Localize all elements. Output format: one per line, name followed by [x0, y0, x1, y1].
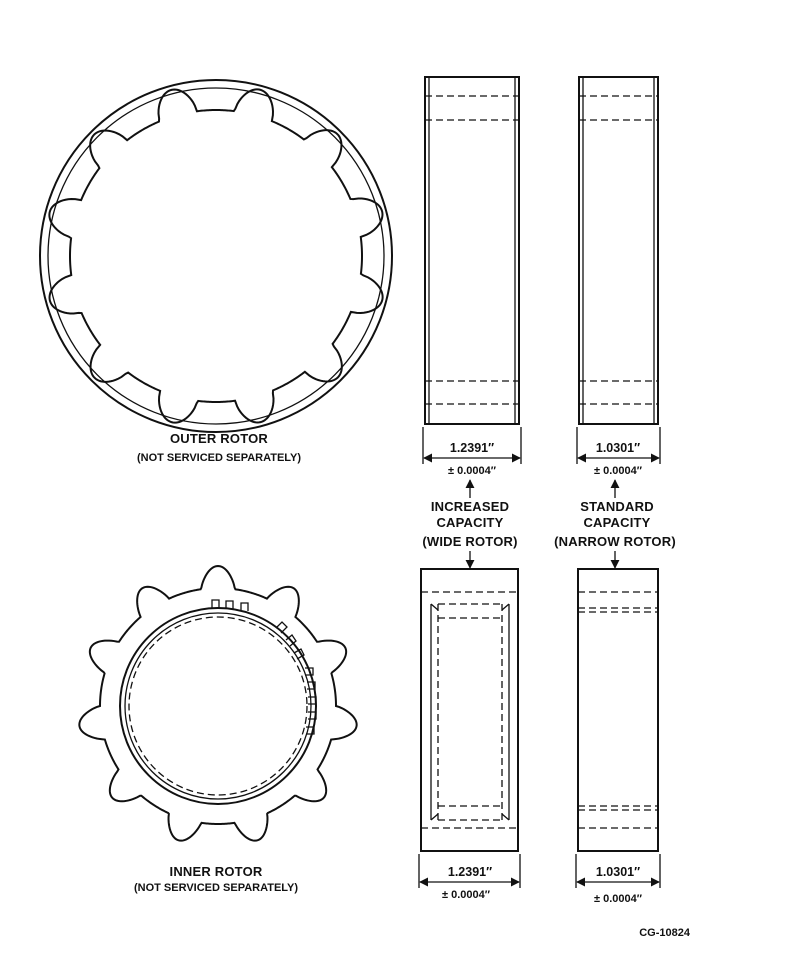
outer-rotor-note: (NOT SERVICED SEPARATELY) [137, 452, 301, 464]
inner-rotor-bore [119, 607, 317, 805]
wide-outer-width: 1.2391″ [450, 441, 494, 455]
increased-capacity-line3: (WIDE ROTOR) [422, 534, 517, 549]
narrow-inner-rotor-body [577, 568, 659, 852]
standard-capacity-line2: CAPACITY [583, 515, 650, 530]
wide-inner-rotor-edge-view [420, 568, 519, 852]
outer-rotor-rim-outer [39, 79, 393, 433]
outer-rotor-lobe-profile [48, 88, 384, 424]
inner-rotor-bore-chamfer [124, 612, 312, 800]
narrow-inner-tolerance: ± 0.0004″ [594, 893, 643, 905]
narrow-outer-rotor-body [578, 76, 659, 425]
inner-rotor-face-view [78, 564, 358, 842]
inner-rotor-lobe-profile [78, 564, 358, 842]
increased-capacity-line2: CAPACITY [436, 515, 503, 530]
narrow-outer-width: 1.0301″ [596, 441, 640, 455]
inner-rotor-title: INNER ROTOR [170, 864, 263, 879]
narrow-outer-rotor-edge-view [578, 76, 659, 425]
outer-rotor-title: OUTER ROTOR [170, 431, 268, 446]
narrow-outer-dimension [576, 427, 661, 464]
outer-rotor-rim-inner [47, 87, 385, 425]
outer-rotor-face-view [39, 79, 393, 433]
narrow-inner-rotor-edge-view [577, 568, 659, 852]
narrow-inner-width: 1.0301″ [596, 865, 640, 879]
narrow-outer-tolerance: ± 0.0004″ [594, 465, 643, 477]
wide-inner-width: 1.2391″ [448, 865, 492, 879]
increased-capacity-line1: INCREASED [431, 499, 509, 514]
wide-inner-rotor-body [420, 568, 519, 852]
standard-capacity-line1: STANDARD [580, 499, 654, 514]
standard-capacity-line3: (NARROW ROTOR) [554, 534, 676, 549]
inner-rotor-note: (NOT SERVICED SEPARATELY) [134, 882, 298, 894]
wide-inner-tolerance: ± 0.0004″ [442, 889, 491, 901]
wide-outer-dimension [422, 427, 522, 464]
wide-inner-dimension [418, 854, 521, 888]
wide-outer-rotor-body [424, 76, 520, 425]
wide-outer-tolerance: ± 0.0004″ [448, 465, 497, 477]
narrow-inner-dimension [575, 854, 661, 888]
wide-outer-rotor-edge-view [424, 76, 520, 425]
inner-rotor-bore-chamfer-2 [128, 616, 308, 796]
figure-id: CG-10824 [639, 927, 691, 939]
inner-rotor-drive-slots [211, 599, 317, 735]
